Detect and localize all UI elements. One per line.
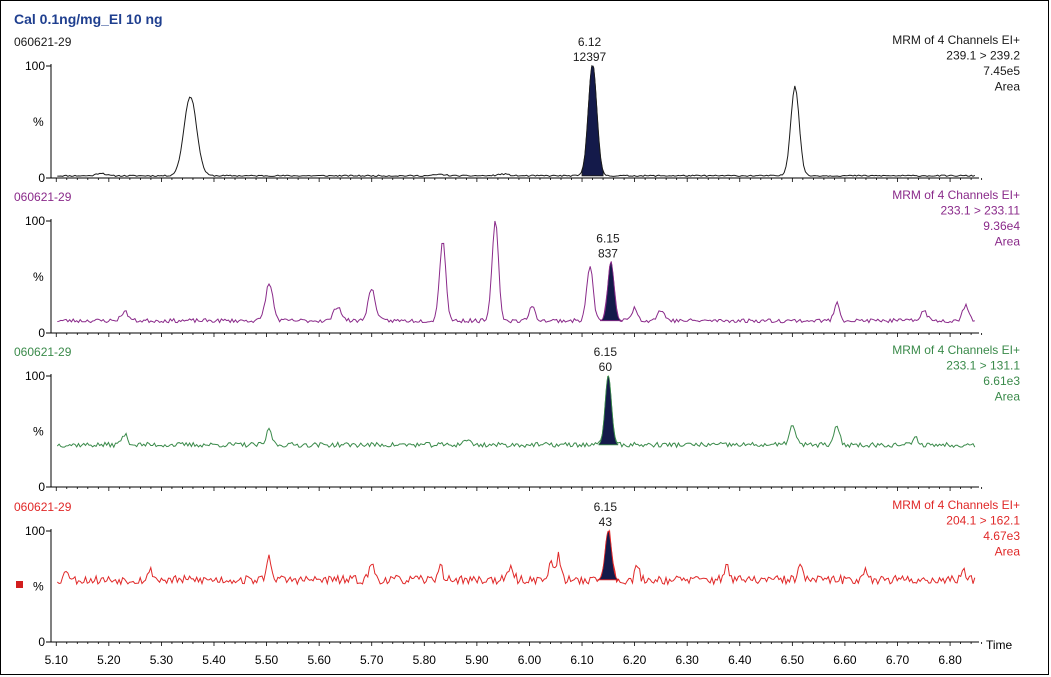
x-axis-label: Time <box>986 638 1013 652</box>
series-trace <box>56 375 976 449</box>
y-tick-label: 0 <box>38 171 45 185</box>
y-axis-label: % <box>33 425 44 439</box>
peak-area-value: 60 <box>599 360 613 374</box>
chromatogram-panel-2: 060621-29 MRM of 4 Channels EI+ 233.1 > 23… <box>14 188 1020 340</box>
x-tick-label: 5.20 <box>97 653 121 667</box>
sample-id: 060621-29 <box>14 500 72 514</box>
y-tick-label: 100 <box>25 524 45 538</box>
x-tick-label: 6.30 <box>676 653 700 667</box>
chromatogram-panel-1: 060621-29 MRM of 4 Channels EI+ 239.1 > 23… <box>14 33 1020 185</box>
x-tick-label: 6.70 <box>886 653 910 667</box>
x-tick-label: 6.40 <box>728 653 752 667</box>
channel-info-line: MRM of 4 Channels EI+ <box>892 498 1020 512</box>
panel-ticks <box>55 333 983 337</box>
channel-info-line: 9.36e4 <box>983 219 1020 233</box>
channel-info-line: Area <box>995 545 1021 559</box>
peak-retention-time: 6.15 <box>596 231 620 245</box>
y-tick-label: 0 <box>38 635 45 649</box>
y-tick-label: 0 <box>38 480 45 494</box>
peak-area-value: 12397 <box>573 50 607 64</box>
channel-marker-icon[interactable] <box>16 581 23 588</box>
channel-info-line: MRM of 4 Channels EI+ <box>892 343 1020 357</box>
time-axis: 5.10 5.20 5.30 5.40 5.50 5.60 5.70 5.80 5.90 6.00… <box>45 638 1013 667</box>
channel-info: MRM of 4 Channels EI+ 239.1 > 239.27.45e5… <box>892 33 1020 94</box>
sample-id: 060621-29 <box>14 35 72 49</box>
x-tick-label: 5.80 <box>413 653 437 667</box>
x-tick-label: 6.50 <box>781 653 805 667</box>
series-trace <box>57 220 975 324</box>
y-tick-label: 0 <box>38 326 45 340</box>
x-tick-label: 6.00 <box>518 653 542 667</box>
x-tick-label: 6.20 <box>623 653 647 667</box>
channel-info: MRM of 4 Channels EI+ 233.1 > 131.16.61e3… <box>892 343 1020 404</box>
panel-ticks <box>55 178 983 182</box>
channel-info-line: 233.1 > 233.11 <box>940 204 1020 218</box>
y-tick-label: 100 <box>25 59 45 73</box>
x-tick-label: 6.10 <box>570 653 594 667</box>
y-axis-label: % <box>33 580 44 594</box>
channel-info-line: 7.45e5 <box>983 64 1020 78</box>
x-tick-label: 5.60 <box>307 653 331 667</box>
x-tick-label: 5.30 <box>150 653 174 667</box>
peak-area-value: 837 <box>598 246 618 260</box>
x-tick-label: 6.80 <box>938 653 962 667</box>
channel-info-line: 6.61e3 <box>983 374 1020 388</box>
channel-info: MRM of 4 Channels EI+ 204.1 > 162.14.67e3… <box>892 498 1020 559</box>
channel-info-line: 4.67e3 <box>983 529 1020 543</box>
y-tick-label: 100 <box>25 369 45 383</box>
channel-info: MRM of 4 Channels EI+ 233.1 > 233.119.36e… <box>892 188 1020 249</box>
x-tick-label: 6.60 <box>833 653 857 667</box>
peak-retention-time: 6.12 <box>578 35 602 49</box>
channel-info-line: Area <box>995 235 1021 249</box>
chart-title: Cal 0.1ng/mg_El 10 ng <box>14 11 163 27</box>
x-tick-label: 5.40 <box>202 653 226 667</box>
sample-id: 060621-29 <box>14 190 72 204</box>
channel-info-line: MRM of 4 Channels EI+ <box>892 188 1020 202</box>
peak-area-value: 43 <box>599 515 613 529</box>
x-tick-label: 5.90 <box>465 653 489 667</box>
peak-retention-time: 6.15 <box>594 345 618 359</box>
channel-info-line: Area <box>995 80 1021 94</box>
y-axis-label: % <box>33 270 44 284</box>
y-tick-label: 100 <box>25 214 45 228</box>
peak-retention-time: 6.15 <box>594 500 618 514</box>
channel-info-line: 233.1 > 131.1 <box>946 359 1020 373</box>
channel-info-line: Area <box>995 390 1021 404</box>
x-tick-label: 5.10 <box>45 653 69 667</box>
x-tick-label: 5.50 <box>255 653 279 667</box>
channel-info-line: 239.1 > 239.2 <box>946 49 1020 63</box>
integrated-peak-area[interactable] <box>597 530 620 581</box>
x-tick-label: 5.70 <box>360 653 384 667</box>
chromatogram-panel-3: 060621-29 MRM of 4 Channels EI+ 233.1 > 13… <box>14 343 1020 494</box>
integrated-peak-area[interactable] <box>598 375 619 446</box>
integrated-peak-area[interactable] <box>600 261 622 322</box>
channel-info-line: MRM of 4 Channels EI+ <box>892 33 1020 47</box>
panel-ticks <box>55 487 983 491</box>
integrated-peak-area[interactable] <box>581 65 604 177</box>
chromatogram-panel-4: 060621-29 MRM of 4 Channels EI+ 204.1 > 16… <box>14 498 1020 649</box>
sample-id: 060621-29 <box>14 345 72 359</box>
channel-info-line: 204.1 > 162.1 <box>946 514 1020 528</box>
y-axis-label: % <box>33 115 44 129</box>
chromatogram-panels: 060621-29 MRM of 4 Channels EI+ 239.1 > 23… <box>14 33 1020 649</box>
series-trace <box>57 64 976 177</box>
panel-ticks <box>55 642 983 646</box>
series-trace <box>56 529 976 586</box>
